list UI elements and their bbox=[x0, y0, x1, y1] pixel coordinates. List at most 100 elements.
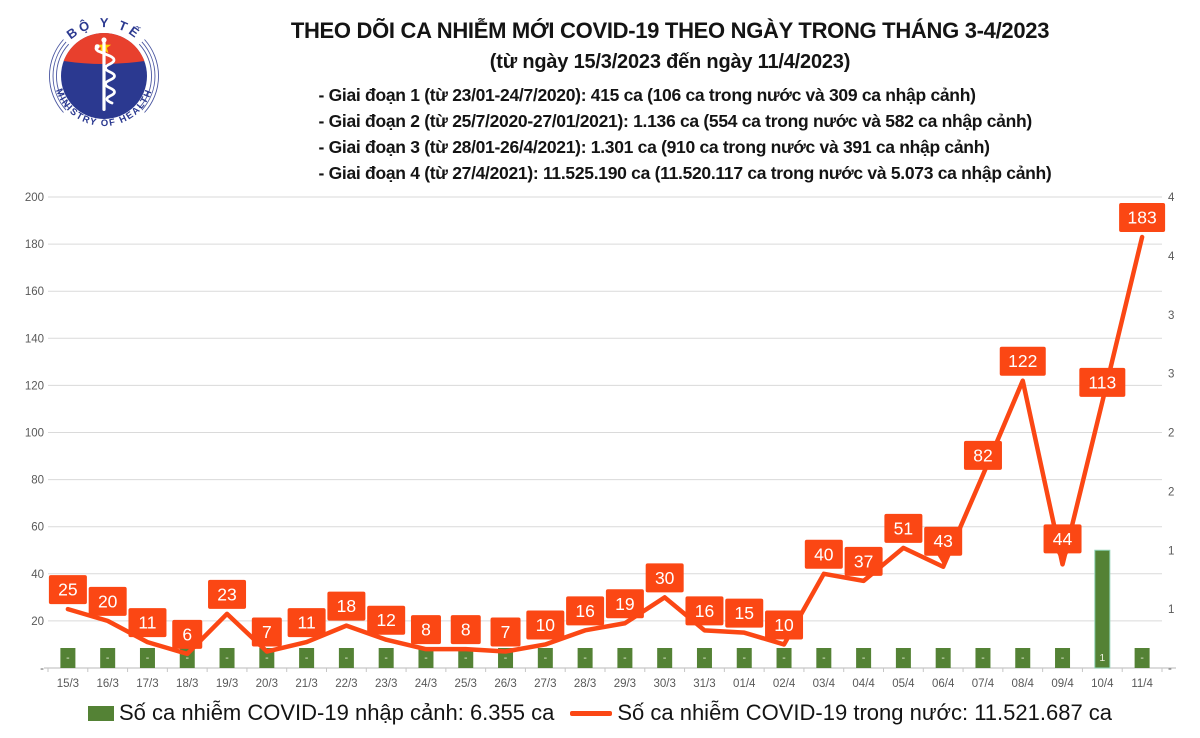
data-label: 23 bbox=[217, 584, 236, 604]
data-label: 183 bbox=[1128, 208, 1157, 228]
bar-nhap-canh bbox=[338, 648, 354, 668]
bar-label: - bbox=[225, 652, 229, 664]
y-axis-label-left: 40 bbox=[31, 569, 44, 581]
bar-nhap-canh bbox=[856, 648, 872, 668]
x-axis-label: 30/3 bbox=[653, 678, 675, 690]
bar-label: - bbox=[703, 652, 707, 664]
data-label: 11 bbox=[138, 613, 156, 633]
x-axis-label: 07/4 bbox=[972, 678, 995, 690]
bar-nhap-canh bbox=[537, 648, 553, 668]
bar-label: - bbox=[583, 652, 587, 664]
data-label: 37 bbox=[854, 551, 873, 571]
data-label: 15 bbox=[735, 603, 754, 623]
bar-nhap-canh bbox=[975, 648, 991, 668]
data-label: 8 bbox=[461, 620, 471, 640]
bar-nhap-canh bbox=[935, 648, 951, 668]
x-axis-label: 03/4 bbox=[813, 678, 836, 690]
data-label-box bbox=[566, 596, 605, 626]
bar-label: - bbox=[743, 652, 747, 664]
x-axis-label: 28/3 bbox=[574, 678, 596, 690]
bar-label: - bbox=[544, 652, 548, 664]
bar-nhap-canh bbox=[736, 648, 752, 668]
bar-label: - bbox=[66, 652, 70, 664]
x-axis-label: 11/4 bbox=[1131, 678, 1153, 690]
x-axis-label: 26/3 bbox=[494, 678, 516, 690]
y-axis-label-left: 160 bbox=[25, 286, 44, 298]
data-label-box bbox=[48, 575, 87, 605]
data-label-box bbox=[605, 589, 644, 619]
data-label-box bbox=[367, 605, 406, 635]
x-axis-label: 31/3 bbox=[693, 678, 715, 690]
x-axis-label: 19/3 bbox=[216, 678, 238, 690]
x-axis-label: 29/3 bbox=[614, 678, 636, 690]
x-axis-label: 18/3 bbox=[176, 678, 198, 690]
x-axis-label: 04/4 bbox=[852, 678, 875, 690]
bar-label: - bbox=[981, 652, 985, 664]
data-label: 30 bbox=[655, 568, 675, 588]
y-axis-label-right: 2 bbox=[1168, 428, 1174, 440]
data-label-box bbox=[490, 617, 521, 647]
y-axis-label-right: 4 bbox=[1168, 251, 1175, 263]
bar-label: - bbox=[1061, 652, 1065, 664]
data-label-box bbox=[844, 546, 883, 576]
bar-label: - bbox=[822, 652, 826, 664]
bar-nhap-canh bbox=[100, 648, 116, 668]
bar-nhap-canh bbox=[418, 648, 434, 668]
data-label: 51 bbox=[894, 518, 913, 538]
data-label: 16 bbox=[695, 601, 714, 621]
data-label: 12 bbox=[376, 610, 395, 630]
bar-label: - bbox=[902, 652, 906, 664]
data-label: 7 bbox=[501, 622, 511, 642]
x-axis-label: 20/3 bbox=[256, 678, 278, 690]
x-axis-label: 10/4 bbox=[1091, 678, 1114, 690]
data-label-box bbox=[924, 526, 963, 556]
data-label-box bbox=[999, 346, 1046, 376]
data-label: 7 bbox=[262, 622, 272, 642]
data-label: 25 bbox=[58, 580, 77, 600]
line-trong-nuoc bbox=[65, 234, 1145, 657]
bar-nhap-canh bbox=[378, 648, 394, 668]
phase-4-summary: - Giai đoạn 4 (từ 27/4/2021): 11.525.190… bbox=[318, 163, 1052, 183]
data-label: 6 bbox=[182, 624, 192, 644]
data-label-box bbox=[88, 586, 127, 616]
data-label: 11 bbox=[298, 613, 316, 633]
chart-subtitle: (từ ngày 15/3/2023 đến ngày 11/4/2023) bbox=[489, 51, 851, 73]
y-axis-label-left: 60 bbox=[31, 522, 44, 534]
chart-header: THEO DÕI CA NHIỄM MỚI COVID-19 THEO NGÀY… bbox=[140, 0, 1200, 186]
data-label: 82 bbox=[973, 445, 992, 465]
x-axis-label: 15/3 bbox=[57, 678, 79, 690]
x-axis-label: 05/4 bbox=[892, 678, 915, 690]
bar-label: - bbox=[186, 652, 190, 664]
bar-nhap-canh bbox=[776, 648, 792, 668]
data-label: 19 bbox=[615, 594, 634, 614]
bar-label: - bbox=[106, 652, 110, 664]
phase-1-summary: - Giai đoạn 1 (từ 23/01-24/7/2020): 415 … bbox=[318, 85, 976, 105]
x-axis-label: 01/4 bbox=[733, 678, 756, 690]
y-axis-label-left: 100 bbox=[25, 428, 44, 440]
y-axis-label-left: 120 bbox=[25, 380, 44, 392]
data-label: 43 bbox=[933, 531, 952, 551]
bar-nhap-canh bbox=[60, 648, 76, 668]
x-axis-label: 23/3 bbox=[375, 678, 397, 690]
x-axis-label: 08/4 bbox=[1012, 678, 1035, 690]
bar-label: - bbox=[663, 652, 667, 664]
data-label: 40 bbox=[814, 544, 834, 564]
data-label: 20 bbox=[98, 591, 118, 611]
bar-label: - bbox=[305, 652, 309, 664]
bar-label: - bbox=[146, 652, 150, 664]
data-label-box bbox=[128, 608, 167, 638]
chart-legend: Số ca nhiễm COVID-19 nhập cảnh: 6.355 ca… bbox=[0, 700, 1200, 726]
y-axis-label-left: - bbox=[40, 663, 44, 675]
x-axis-label: 16/3 bbox=[96, 678, 118, 690]
data-label-box bbox=[327, 591, 366, 621]
y-axis-label-left: 80 bbox=[31, 475, 44, 487]
y-axis-label-right: 3 bbox=[1168, 369, 1174, 381]
bar-label: - bbox=[424, 652, 428, 664]
bar-nhap-canh bbox=[617, 648, 633, 668]
data-label-box bbox=[725, 598, 764, 628]
data-label-box bbox=[172, 619, 203, 649]
bar-nhap-canh bbox=[458, 648, 474, 668]
bar-label: 1 bbox=[1099, 652, 1105, 664]
bar-nhap-canh bbox=[219, 648, 235, 668]
